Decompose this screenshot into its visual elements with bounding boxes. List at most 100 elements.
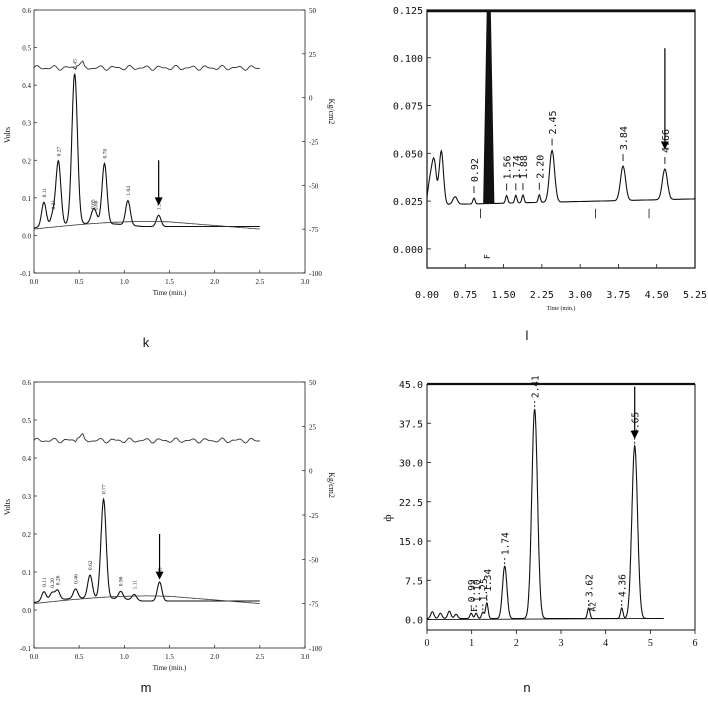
y-tick-label: 0.0 [22, 607, 31, 615]
x-tick-label: 3.75 [606, 290, 630, 301]
pressure-trace [33, 60, 260, 71]
panel-label-k: k [143, 335, 150, 350]
x-tick-label: 2.25 [530, 290, 554, 301]
y2-tick-label: -75 [309, 226, 319, 234]
y-tick-label: 0.4 [22, 82, 31, 90]
y-tick-label: 0.3 [22, 493, 31, 501]
y2-tick-label: 0 [309, 95, 313, 103]
plot-frame [426, 9, 696, 269]
y-tick-label: 0.1 [22, 195, 31, 203]
y-tick-label: 45.0 [399, 380, 423, 391]
peak-label: 3.62 [585, 574, 596, 597]
peak-arrow-head [155, 571, 164, 580]
x-tick-label: 0.5 [75, 278, 84, 286]
peak-label: 1.11 [132, 580, 138, 590]
y-tick-label: 0.6 [22, 379, 31, 387]
pressure-trace [33, 432, 260, 444]
y-tick-label: 0.100 [393, 54, 423, 65]
peak-label: 1.56 [503, 155, 514, 179]
y2-axis-label: Kg/cm2 [327, 472, 336, 498]
x-tick-label: 1.5 [165, 278, 174, 286]
y-axis-label: Volts [3, 127, 12, 143]
y2-tick-label: 50 [309, 379, 317, 387]
peak-label: 1.74 [512, 155, 523, 179]
peak-label: 0.27 [56, 146, 62, 156]
peak-label: 1.04 [126, 186, 132, 196]
peak-label: 2.20 [535, 155, 546, 179]
y2-axis-label: Kg/cm2 [327, 99, 336, 125]
y-tick-label: 0.2 [22, 531, 31, 539]
peak-label: 0.11 [42, 188, 48, 198]
panel-label-n: n [523, 680, 530, 695]
x-axis-label: Time (min.) [547, 305, 576, 312]
y-tick-label: 0.5 [22, 45, 31, 53]
y-tick-label: 0.1 [22, 569, 31, 577]
y2-tick-label: -100 [309, 270, 322, 278]
x-tick-label: 2.0 [210, 278, 219, 286]
y-tick-label: 0.3 [22, 120, 31, 128]
plot-frame [33, 381, 306, 649]
y2-tick-label: -100 [309, 645, 322, 653]
y-tick-label: 0.075 [393, 102, 423, 113]
x-tick-label: 1.0 [120, 653, 129, 661]
peak-label: 1.38 [157, 200, 163, 210]
x-tick-label: 2 [514, 638, 519, 649]
peak-label: 0.68 [93, 200, 99, 210]
y-tick-label: 0.5 [22, 417, 31, 425]
peak-label: 0.11 [42, 577, 48, 587]
y2-tick-label: -75 [309, 601, 319, 609]
solvent-marker-label: F [483, 254, 492, 259]
peak-label: 0.65 [91, 199, 97, 209]
peak-label: 2.41 [531, 375, 542, 398]
x-tick-label: 0.75 [453, 290, 477, 301]
x-tick-label: 3 [559, 638, 564, 649]
x-tick-label: 2.5 [255, 278, 264, 286]
peak-label: 0.77 [102, 484, 108, 494]
y2-tick-label: 0 [309, 468, 313, 476]
x-axis-label: Time (min.) [153, 664, 187, 672]
y-axis-label: ф [382, 514, 394, 521]
signal-trace [34, 73, 260, 229]
peak-label: 1.25 [479, 578, 490, 601]
peak-label: 2.45 [548, 110, 559, 134]
peak-arrow-head [660, 141, 669, 150]
x-tick-label: 3.0 [301, 653, 310, 661]
x-tick-label: 5.25 [683, 290, 707, 301]
chart-panel-m: -0.10.00.10.20.30.40.50.6 50250-25-50-75-… [3, 379, 336, 672]
x-tick-label: 4 [603, 638, 608, 649]
x-tick-label: 1.50 [492, 290, 516, 301]
peak-label: 4.66 [661, 129, 672, 153]
x-tick-label: 6 [693, 638, 698, 649]
x-tick-label: 2.0 [210, 653, 219, 661]
y2-tick-label: -50 [309, 556, 319, 564]
y-tick-label: 0.0 [22, 232, 31, 240]
x-tick-label: 0.0 [30, 653, 39, 661]
saturated-peak [483, 9, 495, 204]
signal-trace [426, 149, 695, 205]
x-tick-label: 4.50 [645, 290, 669, 301]
y-tick-label: -0.1 [20, 270, 32, 278]
panel-label-m: m [141, 680, 152, 695]
small-marker-label: A2 [588, 602, 597, 612]
peak-label: 1.88 [519, 155, 530, 179]
baseline-trace [33, 595, 260, 604]
peak-label: 0.45 [73, 59, 79, 69]
peak-label: 0.46 [74, 574, 80, 584]
y-tick-label: 0.050 [393, 149, 423, 160]
y-tick-label: 30.0 [399, 459, 423, 470]
y2-tick-label: -50 [309, 182, 319, 190]
chart-panel-l: 0.000 0.025 0.050 0.075 0.100 0.125 0.00 0.75 1.… [393, 6, 707, 312]
peak-label: 1.34 [483, 569, 494, 592]
signal-trace [33, 497, 260, 603]
small-marker-label: F [470, 607, 479, 612]
plot-frame [33, 9, 306, 274]
y-tick-label: -0.1 [20, 645, 32, 653]
x-tick-label: 0.5 [75, 653, 84, 661]
baseline-trace [426, 618, 664, 620]
y-axis-label: Volts [3, 499, 12, 515]
y2-tick-label: -25 [309, 512, 319, 520]
peak-label: 4.65 [631, 412, 642, 435]
x-tick-label: 3.00 [568, 290, 592, 301]
x-axis-label: Time (min.) [153, 289, 187, 297]
